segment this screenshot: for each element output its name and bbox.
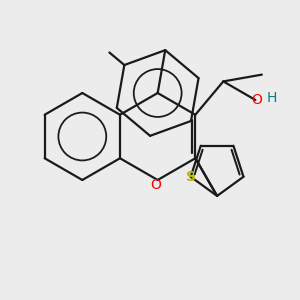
Text: H: H <box>267 92 277 105</box>
Text: O: O <box>151 178 162 192</box>
Text: S: S <box>186 170 196 184</box>
Text: O: O <box>251 93 262 107</box>
